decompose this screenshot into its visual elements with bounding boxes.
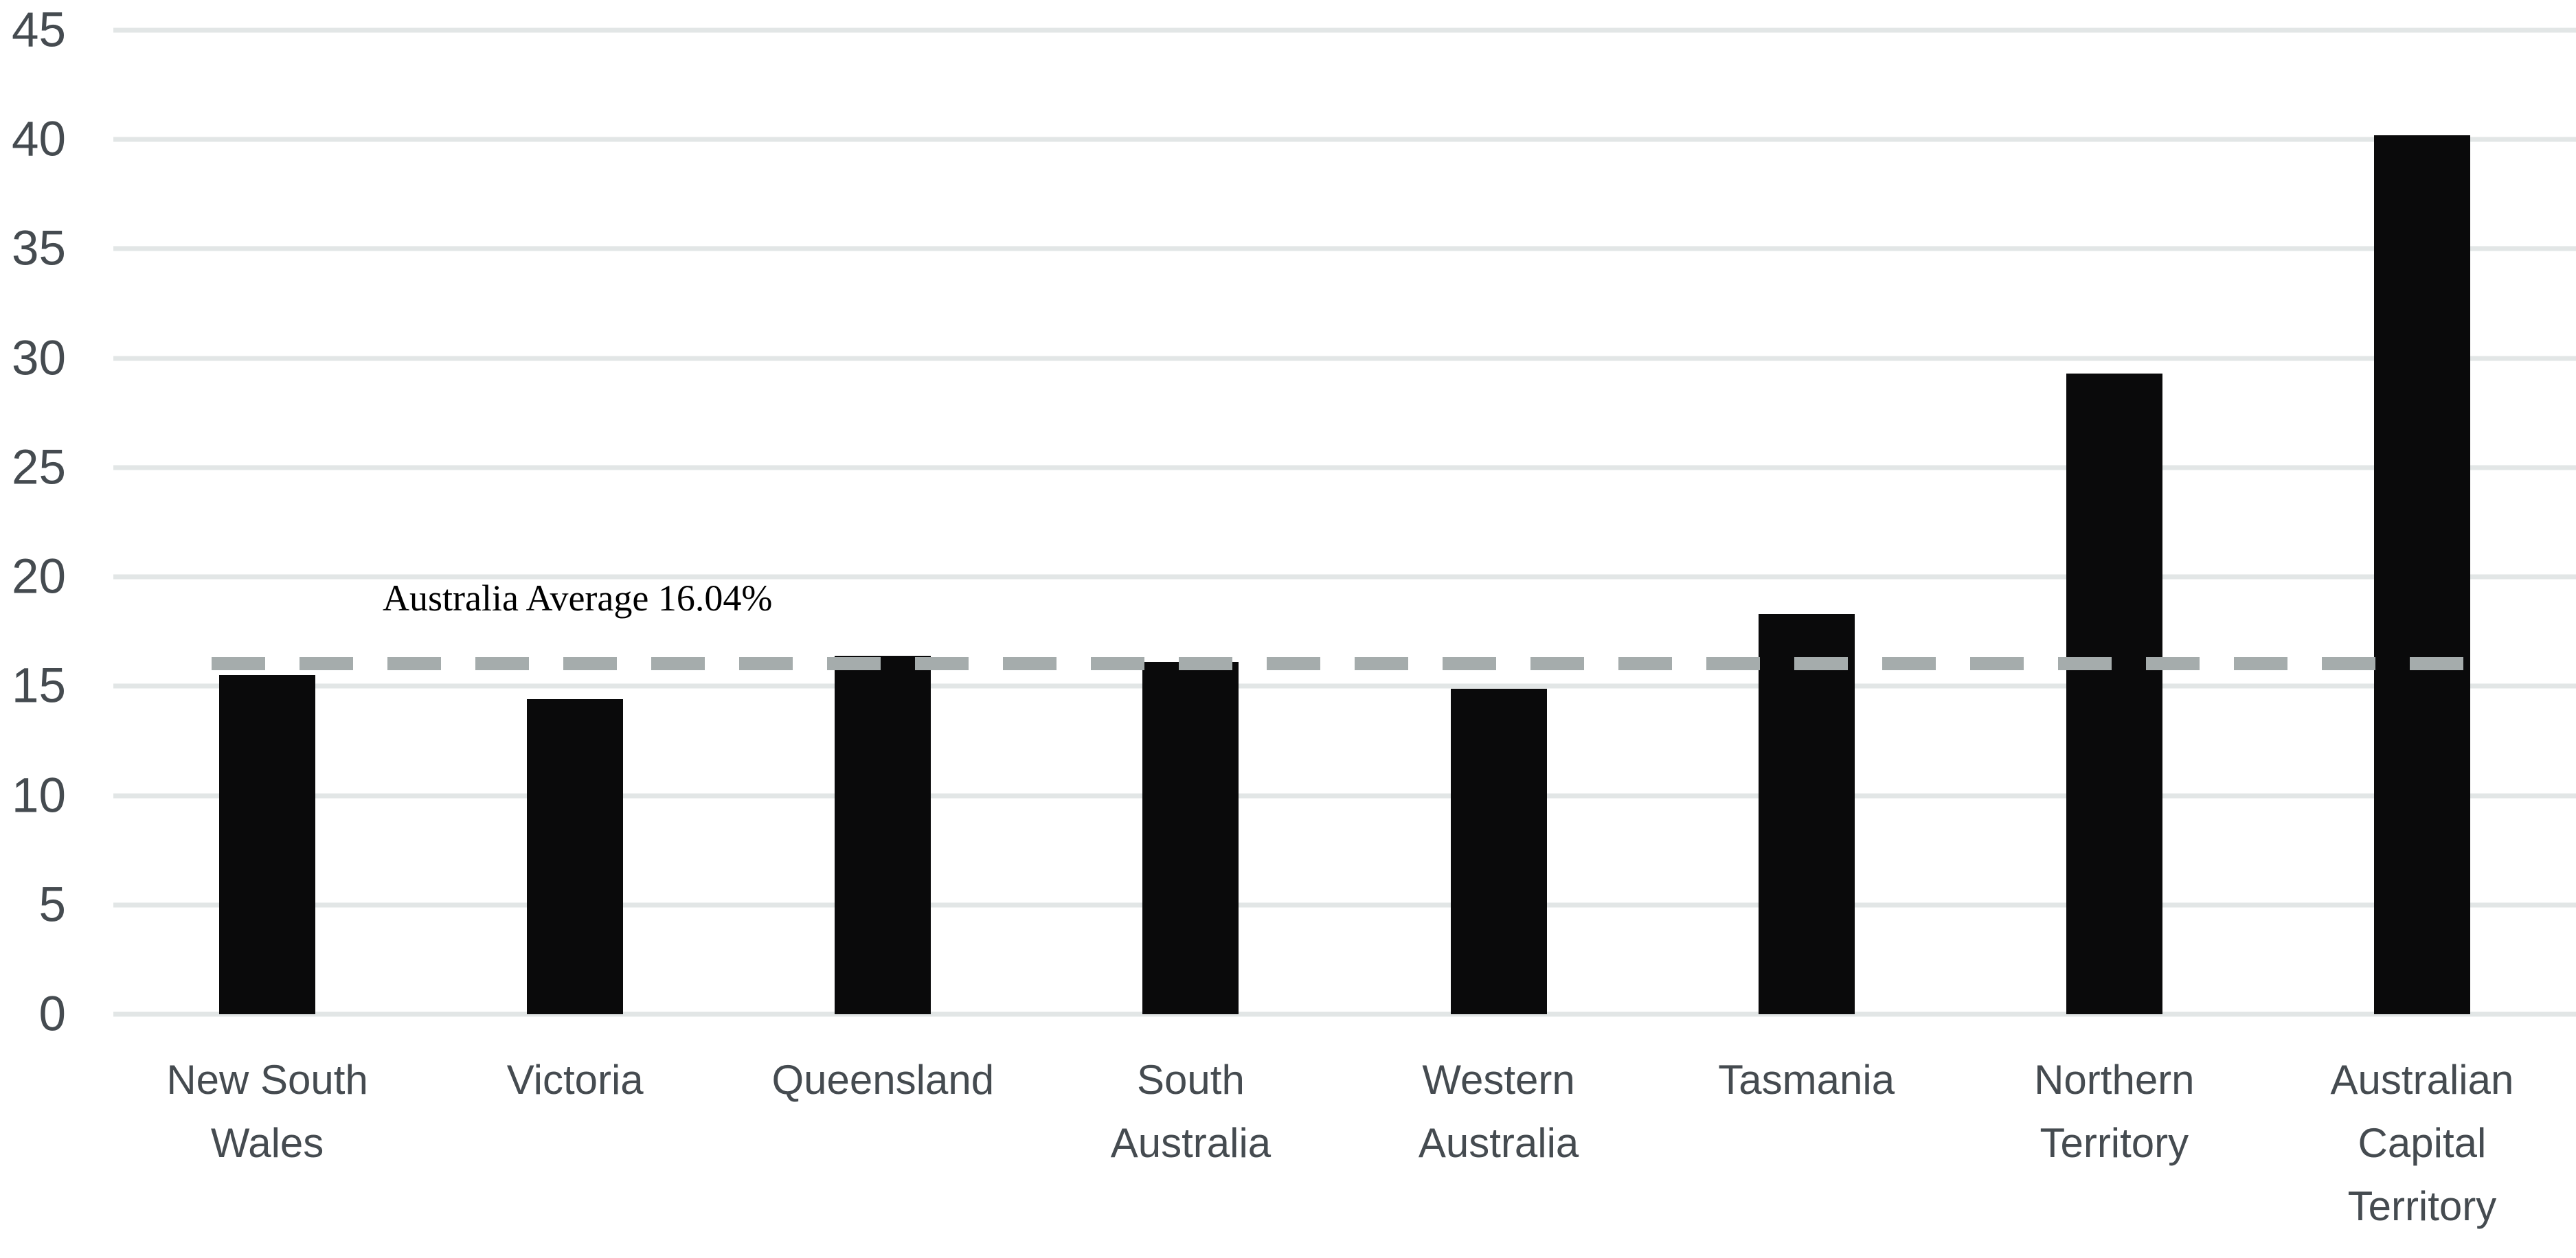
x-label-victoria: Victoria — [506, 1057, 644, 1103]
gridline-35 — [113, 246, 2576, 251]
x-label-new-south-wales: New South Wales — [166, 1057, 368, 1166]
y-tick-label-40: 40 — [12, 112, 66, 167]
x-label-south-australia: South Australia — [1110, 1057, 1272, 1166]
y-axis: 0 5 10 15 20 25 30 35 40 45 — [0, 6, 76, 1039]
average-line — [212, 656, 2466, 670]
bar-slot-south-australia — [1037, 30, 1344, 1014]
gridline-25 — [113, 465, 2576, 470]
y-tick-label-30: 30 — [12, 331, 66, 386]
gridline-45 — [113, 27, 2576, 33]
bar-new-south-wales — [219, 675, 316, 1014]
x-axis: New South Wales Victoria Queensland South A… — [113, 1014, 2576, 1238]
bar-slot-queensland — [729, 30, 1037, 1014]
bars — [113, 30, 2576, 1014]
bar-slot-western-australia — [1345, 30, 1653, 1014]
bar-slot-northern-territory — [1961, 30, 2268, 1014]
bar-tasmania — [1758, 614, 1855, 1014]
y-tick-label-25: 25 — [12, 440, 66, 495]
gridline-5 — [113, 902, 2576, 908]
gridline-0 — [113, 1011, 2576, 1017]
bar-slot-new-south-wales — [113, 30, 421, 1014]
gridline-40 — [113, 137, 2576, 142]
bar-western-australia — [1450, 688, 1547, 1014]
bar-northern-territory — [2066, 373, 2162, 1014]
average-line-label: Australia Average 16.04% — [383, 577, 773, 619]
bar-slot-australian-capital-territory — [2268, 30, 2576, 1014]
x-label-northern-territory: Northern Territory — [2034, 1057, 2195, 1166]
x-label-australian-capital-territory: Australian Capital Territory — [2330, 1057, 2514, 1229]
plot-area: Australia Average 16.04% — [113, 27, 2576, 1017]
x-label-western-australia: Western Australia — [1418, 1057, 1579, 1166]
gridline-20 — [113, 574, 2576, 580]
gridline-15 — [113, 683, 2576, 689]
y-tick-label-10: 10 — [12, 768, 66, 823]
bar-south-australia — [1142, 662, 1239, 1014]
y-tick-label-0: 0 — [38, 987, 67, 1042]
y-tick-label-5: 5 — [38, 878, 67, 933]
x-label-queensland: Queensland — [771, 1057, 995, 1103]
bar-victoria — [527, 699, 624, 1014]
bar-australian-capital-territory — [2373, 135, 2470, 1014]
gridline-10 — [113, 793, 2576, 799]
y-tick-label-45: 45 — [12, 3, 66, 58]
bar-queensland — [835, 655, 931, 1014]
bar-slot-tasmania — [1653, 30, 1961, 1014]
gridline-30 — [113, 356, 2576, 361]
y-tick-label-35: 35 — [12, 221, 66, 276]
y-tick-label-20: 20 — [12, 549, 66, 604]
x-label-tasmania: Tasmania — [1718, 1057, 1895, 1103]
y-tick-label-15: 15 — [12, 659, 66, 713]
bar-slot-victoria — [421, 30, 729, 1014]
